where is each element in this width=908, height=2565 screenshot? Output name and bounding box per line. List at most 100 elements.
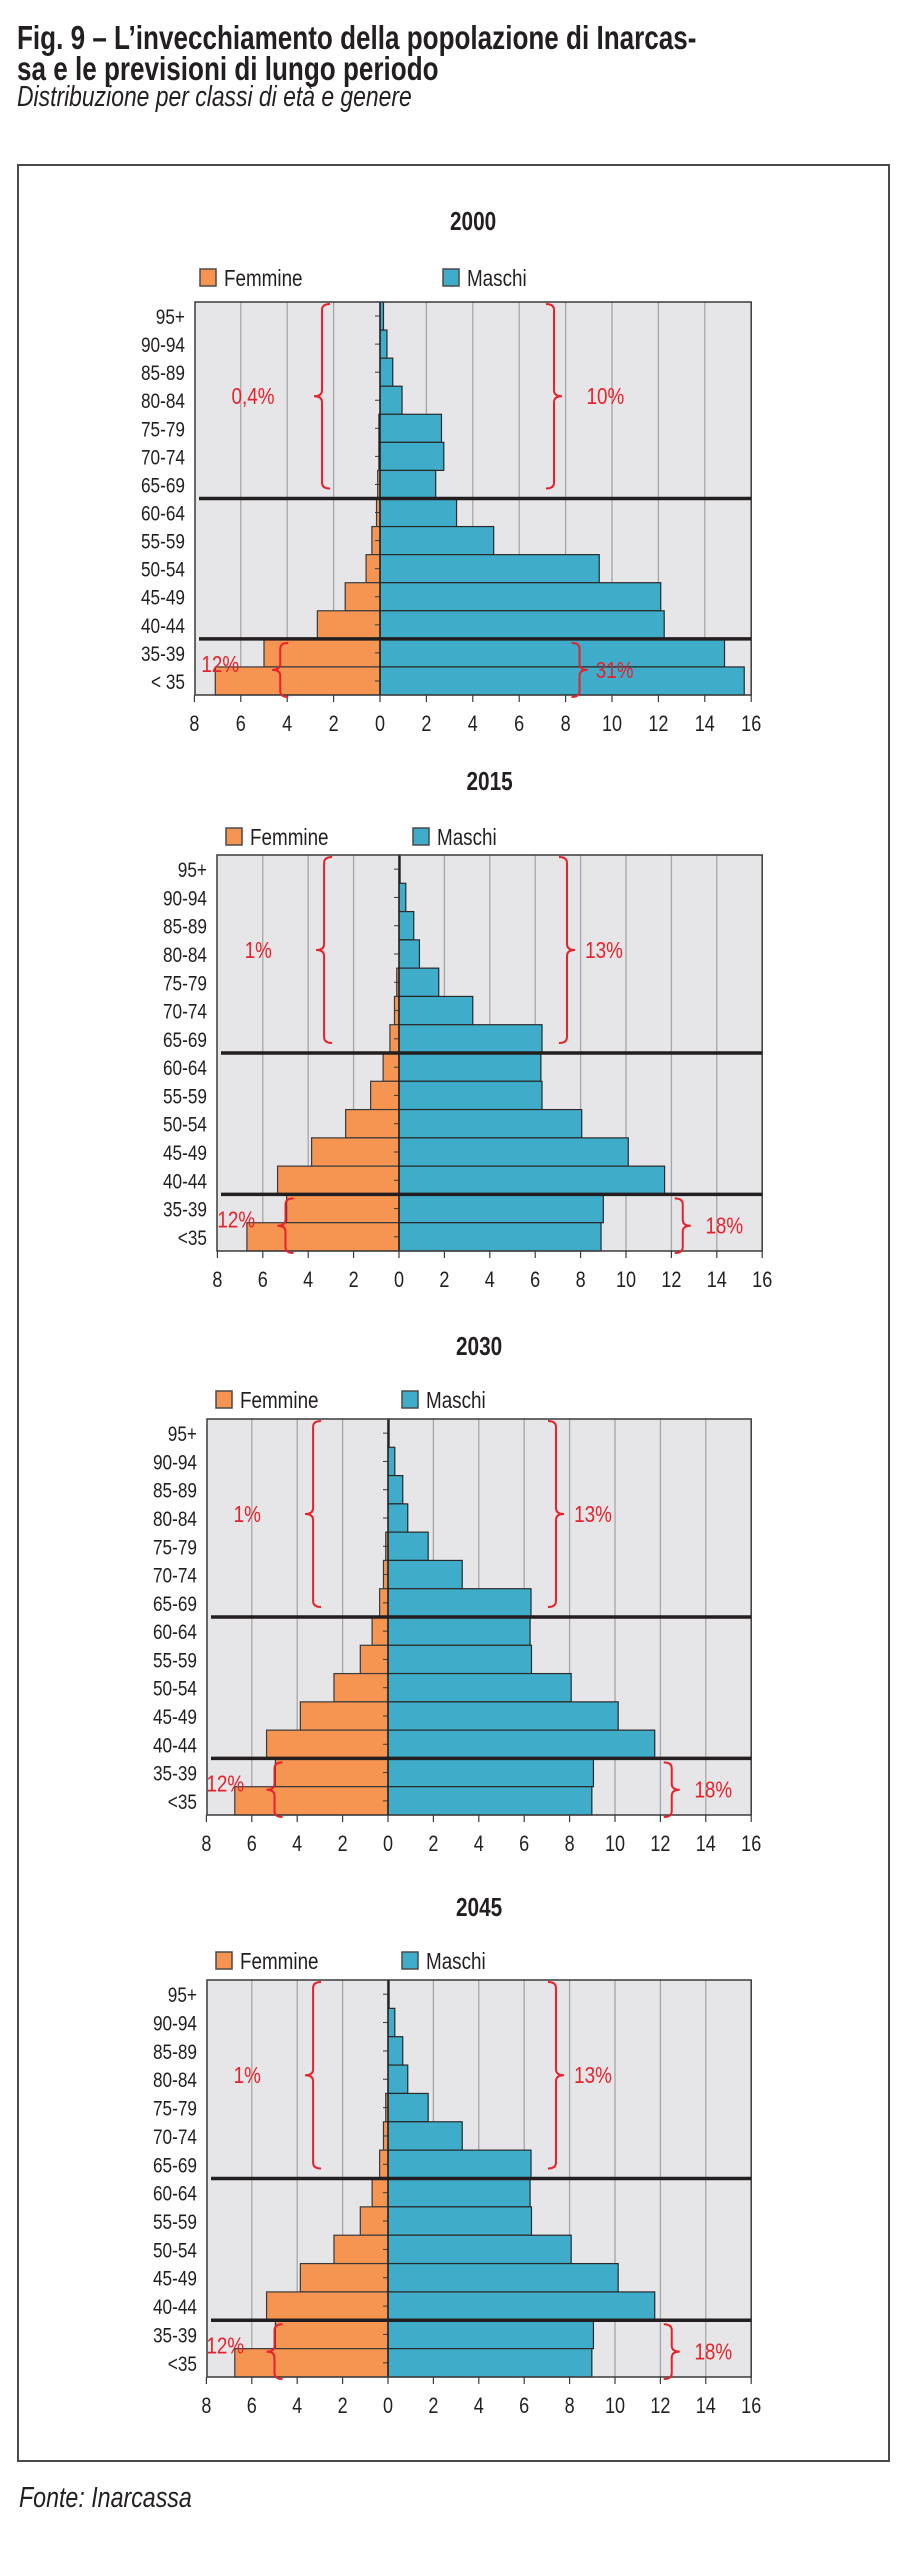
bar-maschi-45-49	[398, 1137, 629, 1167]
bar-femmine-50-54	[333, 2234, 389, 2265]
y-tick-label: 90-94	[153, 1452, 197, 1475]
y-tick-label: 80-84	[163, 945, 207, 968]
bar-maschi-75-79	[379, 413, 443, 443]
legend-item-maschi: Maschi	[412, 825, 497, 850]
x-tick-label: 16	[752, 1268, 772, 1292]
legend-label-maschi: Maschi	[467, 266, 527, 291]
annotation-label: 1%	[245, 938, 272, 963]
bar-maschi-55-59	[398, 1080, 543, 1111]
legend-swatch-femmine	[215, 1390, 233, 1409]
bar-maschi-85-89	[398, 910, 415, 941]
x-tick-label: 8	[212, 1268, 222, 1292]
y-tick-label: 40-44	[153, 2297, 197, 2320]
bar-femmine-50-54	[333, 1672, 389, 1703]
legend-swatch-maschi	[401, 1951, 419, 1970]
x-tick-label: 8	[576, 1268, 586, 1292]
bar-maschi-50-54	[387, 1672, 572, 1703]
y-tick-label: 70-74	[153, 2126, 197, 2149]
bar-femmine-35-39	[274, 1757, 389, 1788]
legend-label-maschi: Maschi	[426, 1388, 486, 1413]
bar-femmine-45-49	[344, 582, 381, 612]
bar-maschi-35	[398, 1222, 602, 1252]
x-tick-label: 0	[383, 2394, 393, 2418]
bar-maschi-35	[387, 2348, 593, 2378]
y-tick-label: 85-89	[153, 1480, 197, 1503]
annotation-bracket	[313, 303, 331, 490]
x-tick-label: 6	[514, 712, 524, 736]
bar-maschi-40-44	[398, 1165, 666, 1196]
bar-maschi-60-64	[398, 1052, 542, 1082]
x-tick-label: 12	[650, 2394, 670, 2418]
x-tick-label: 14	[695, 712, 715, 736]
y-tick-label: 40-44	[163, 1171, 207, 1194]
legend-label-femmine: Femmine	[240, 1949, 319, 1974]
annotation-label: 12%	[217, 1208, 255, 1233]
bar-maschi-65-69	[387, 1588, 532, 1618]
bar-maschi-90-94	[379, 329, 388, 359]
bar-maschi-55-59	[387, 2206, 533, 2236]
y-tick-label: 55-59	[163, 1086, 207, 1109]
y-tick-label: 50-54	[163, 1114, 207, 1137]
annotation-label: 0,4%	[232, 385, 275, 410]
bar-maschi-80-84	[379, 385, 403, 415]
y-tick-label: 35-39	[141, 643, 185, 666]
bar-maschi-45-49	[387, 1701, 619, 1731]
legend-item-maschi: Maschi	[401, 1388, 486, 1413]
x-tick-label: 2	[421, 712, 431, 736]
x-tick-label: 6	[530, 1268, 540, 1292]
y-tick-label: 60-64	[153, 2183, 197, 2206]
y-tick-label: 70-74	[141, 447, 185, 470]
bar-maschi-60-64	[387, 1616, 531, 1646]
chart-title: 2030	[456, 1332, 502, 1361]
bar-femmine-40-44	[265, 1729, 389, 1760]
annotation-label: 10%	[586, 385, 624, 410]
x-tick-label: 10	[602, 712, 622, 736]
y-tick-label: <35	[178, 1227, 207, 1250]
x-tick-label: 14	[707, 1268, 727, 1292]
bar-femmine-35	[246, 1222, 400, 1252]
y-tick-label: 55-59	[141, 531, 185, 554]
bar-maschi-40-44	[387, 2291, 656, 2321]
legend-label-maschi: Maschi	[437, 825, 497, 850]
bar-femmine-45-49	[299, 1701, 389, 1731]
y-tick-label: 70-74	[153, 1565, 197, 1588]
x-tick-label: 12	[648, 712, 668, 736]
bar-maschi-75-79	[398, 967, 440, 998]
annotation-bracket	[272, 641, 289, 698]
x-tick-label: 8	[565, 1832, 575, 1856]
annotation-label: 13%	[585, 938, 623, 963]
bar-maschi-90-94	[398, 882, 407, 913]
y-tick-label: 50-54	[141, 559, 185, 582]
bar-maschi-35-39	[387, 1757, 595, 1788]
bar-maschi-85-89	[387, 2036, 404, 2066]
bar-femmine-45-49	[299, 2262, 389, 2293]
annotation-label: 12%	[206, 2334, 244, 2359]
bar-maschi-60-64	[387, 2177, 531, 2208]
annotation-label: 12%	[201, 652, 239, 677]
x-tick-label: 14	[696, 2394, 716, 2418]
bar-maschi-70-74	[398, 995, 474, 1026]
x-tick-label: 8	[201, 2394, 211, 2418]
x-tick-label: 4	[474, 2394, 484, 2418]
y-tick-label: 80-84	[153, 2070, 197, 2093]
x-tick-label: 16	[741, 2394, 761, 2418]
x-tick-label: 4	[485, 1268, 495, 1292]
legend-swatch-femmine	[199, 268, 217, 287]
bar-maschi-75-79	[387, 2092, 429, 2123]
y-tick-label: 90-94	[163, 888, 207, 911]
bar-maschi-60-64	[379, 497, 458, 528]
x-tick-label: 2	[439, 1268, 449, 1292]
bar-femmine-35	[234, 2348, 389, 2378]
bar-femmine-35-39	[286, 1193, 400, 1224]
x-tick-label: 6	[247, 1832, 257, 1856]
bar-femmine-35	[234, 1786, 389, 1816]
annotation-bracket	[547, 1420, 565, 1608]
annotation-bracket	[305, 1420, 322, 1608]
y-tick-label: <35	[168, 2353, 197, 2376]
annotation-bracket	[316, 856, 333, 1044]
legend-item-femmine: Femmine	[225, 825, 329, 850]
x-tick-label: 6	[519, 1832, 529, 1856]
bar-maschi-80-84	[387, 2064, 409, 2095]
y-tick-label: 45-49	[141, 587, 185, 610]
y-tick-label: 95+	[168, 1424, 197, 1447]
